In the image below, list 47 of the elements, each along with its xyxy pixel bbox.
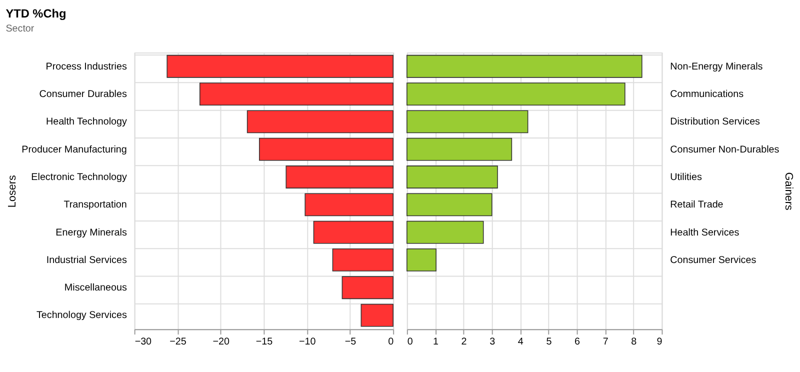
y-tick-label: Utilities [670, 172, 702, 183]
bar [406, 82, 626, 106]
x-tick-label: 7 [602, 336, 608, 348]
bar [406, 54, 642, 78]
y-tick-label: Health Services [670, 227, 740, 238]
bar [406, 110, 528, 134]
y-tick-label: Consumer Services [670, 254, 756, 266]
bar [406, 193, 492, 216]
y-tick-label: Technology Services [36, 310, 127, 322]
x-tick-label: −20 [212, 336, 230, 348]
y-tick-label: Retail Trade [670, 200, 724, 211]
y-tick-label: Transportation [64, 200, 127, 211]
y-tick-label: Electronic Technology [31, 172, 127, 183]
bar [406, 248, 436, 272]
y-axis-title: Losers [6, 174, 19, 208]
x-tick-label: −30 [134, 336, 152, 348]
x-tick-label: 6 [574, 336, 581, 348]
bar [406, 166, 498, 188]
x-tick-label: 9 [656, 336, 663, 348]
y-tick-label: Consumer Non-Durables [670, 144, 780, 156]
x-tick-label: 1 [432, 336, 438, 348]
y-tick-label: Distribution Services [670, 116, 760, 128]
x-tick-label: 0 [388, 336, 394, 348]
x-tick-label: 8 [631, 336, 638, 348]
x-tick-label: 2 [461, 336, 467, 348]
x-tick-label: 5 [546, 336, 552, 348]
y-tick-label: Energy Minerals [56, 227, 127, 238]
bar [406, 138, 512, 161]
x-tick-label: 3 [490, 336, 496, 348]
y-tick-label: Consumer Durables [39, 89, 127, 100]
x-tick-label: −15 [256, 336, 274, 348]
y-tick-label: Miscellaneous [64, 282, 127, 294]
y-tick-label: Non-Energy Minerals [670, 61, 763, 72]
text: YTD %Chg [6, 6, 66, 20]
x-tick-label: 4 [518, 336, 524, 348]
x-tick-label: −5 [344, 336, 357, 348]
y-tick-label: Process Industries [46, 61, 127, 72]
y-tick-label: Industrial Services [46, 254, 127, 266]
y-tick-label: Producer Manufacturing [22, 144, 127, 156]
y-axis-title: Gainers [782, 172, 794, 211]
y-tick-label: Health Technology [46, 116, 127, 128]
text: Sector [6, 23, 35, 34]
x-tick-label: 0 [407, 336, 414, 348]
x-tick-label: −25 [170, 336, 187, 348]
x-tick-label: −10 [298, 336, 316, 348]
bar [406, 220, 484, 244]
y-tick-label: Communications [670, 89, 744, 100]
